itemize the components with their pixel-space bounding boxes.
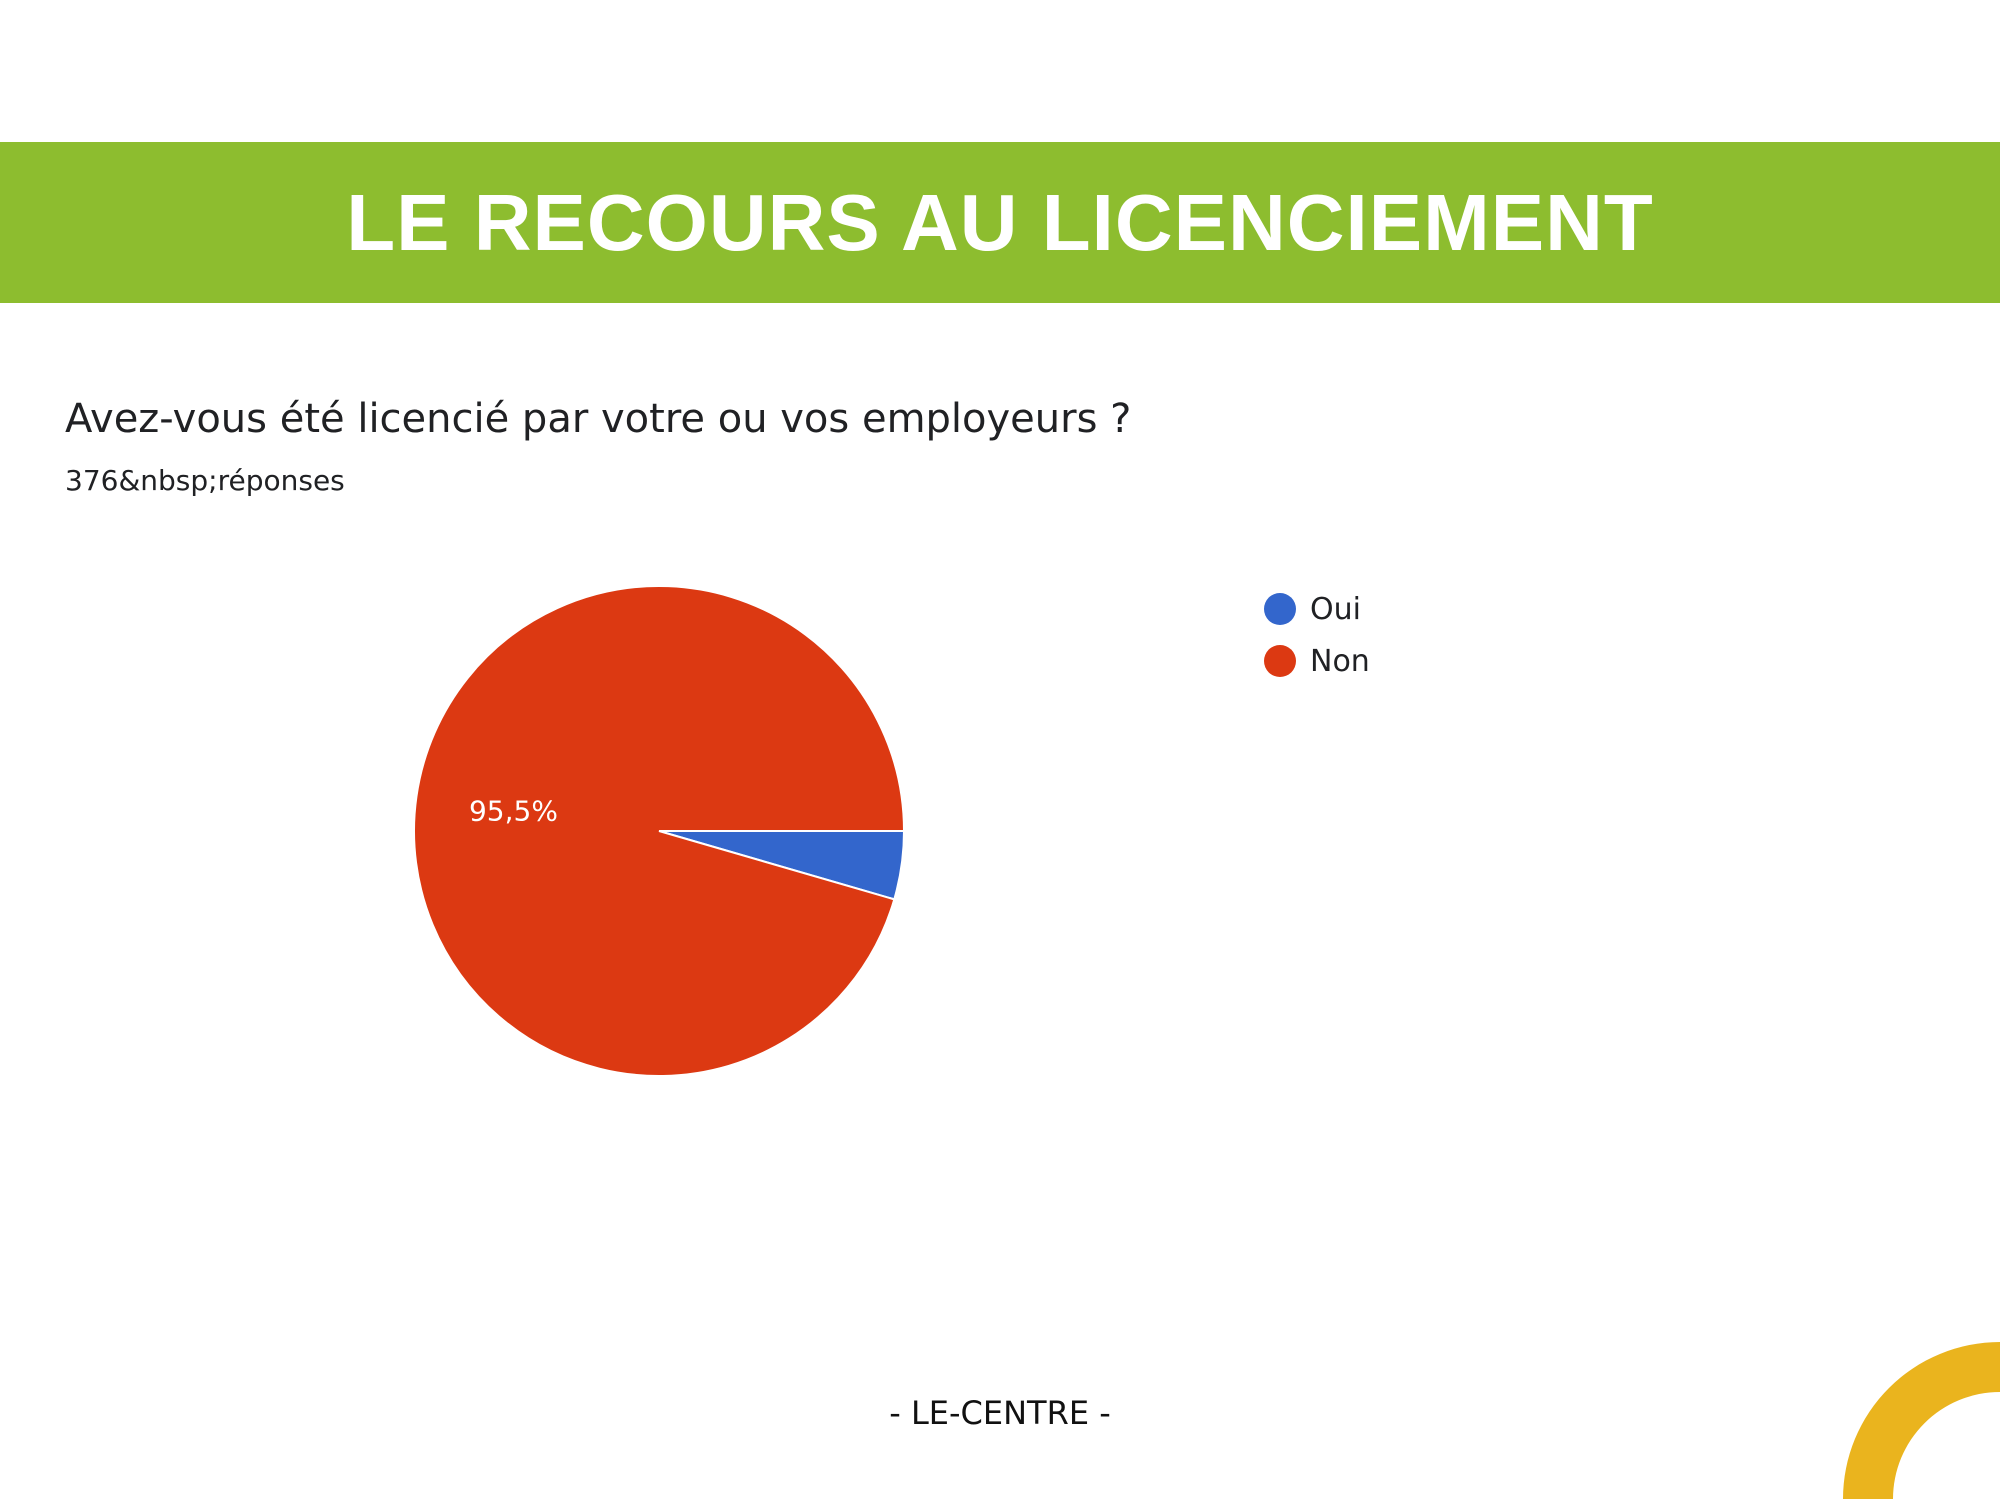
pie-slice-non: [413, 585, 906, 1077]
legend-swatch-non: [1264, 645, 1296, 677]
legend-item-non: Non: [1264, 635, 1370, 687]
legend-label-oui: Oui: [1310, 591, 1361, 627]
response-count: 376&nbsp;réponses: [65, 464, 345, 497]
chart-legend: Oui Non: [1264, 583, 1370, 687]
legend-item-oui: Oui: [1264, 583, 1370, 635]
legend-swatch-oui: [1264, 593, 1296, 625]
slide-title: LE RECOURS AU LICENCIEMENT: [346, 177, 1654, 267]
slice-label-non: 95,5%: [469, 794, 558, 827]
legend-label-non: Non: [1310, 643, 1370, 679]
title-banner: LE RECOURS AU LICENCIEMENT: [0, 142, 2000, 303]
question-title: Avez-vous été licencié par votre ou vos …: [65, 396, 1132, 442]
footer-text: - LE-CENTRE -: [889, 1394, 1111, 1432]
